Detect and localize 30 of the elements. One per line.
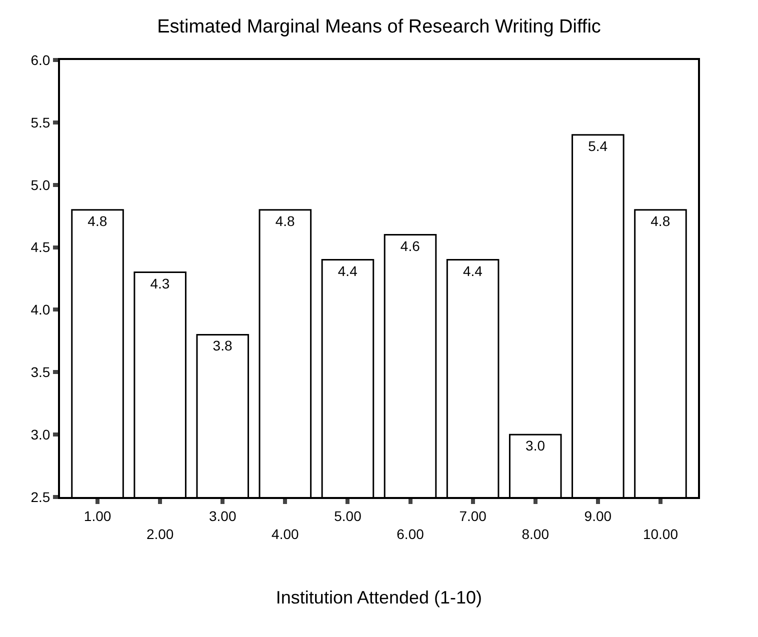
data-label: 4.4 xyxy=(462,262,483,279)
x-tick-label: 6.00 xyxy=(396,526,424,542)
data-label: 4.8 xyxy=(650,212,670,229)
x-tick-label: 4.00 xyxy=(272,526,300,542)
chart-title: Estimated Marginal Means of Research Writing Diffic xyxy=(157,16,601,38)
data-label: 4.8 xyxy=(88,212,108,229)
data-label: 3.0 xyxy=(526,438,546,454)
x-tick-label: 1.00 xyxy=(84,508,112,524)
y-tick-label: 4.5 xyxy=(30,239,50,256)
data-label: 4.6 xyxy=(400,238,420,254)
y-tick-label: 6.0 xyxy=(30,52,50,68)
data-label: 4.3 xyxy=(150,275,170,292)
x-tick-label: 9.00 xyxy=(584,508,612,524)
y-tick-label: 5.0 xyxy=(30,176,50,193)
y-tick-label: 3.5 xyxy=(30,364,50,380)
data-label: 4.8 xyxy=(275,212,296,229)
y-tick-label: 2.5 xyxy=(30,488,50,505)
x-tick-label: 2.00 xyxy=(146,526,174,542)
data-label: 5.4 xyxy=(588,138,608,154)
y-tick-label: 4.0 xyxy=(30,302,50,318)
y-tick-label: 5.5 xyxy=(30,114,50,130)
x-tick-label: 5.00 xyxy=(334,508,362,524)
data-label: 3.8 xyxy=(212,338,232,354)
x-tick-label: 7.00 xyxy=(459,508,487,524)
x-tick-label: 3.00 xyxy=(209,508,236,524)
y-tick-label: 3.0 xyxy=(30,426,50,442)
x-axis-title: Institution Attended (1-10) xyxy=(276,588,482,608)
data-label: 4.4 xyxy=(338,262,358,279)
x-tick-label: 10.00 xyxy=(642,526,678,542)
x-tick-label: 8.00 xyxy=(522,526,550,542)
